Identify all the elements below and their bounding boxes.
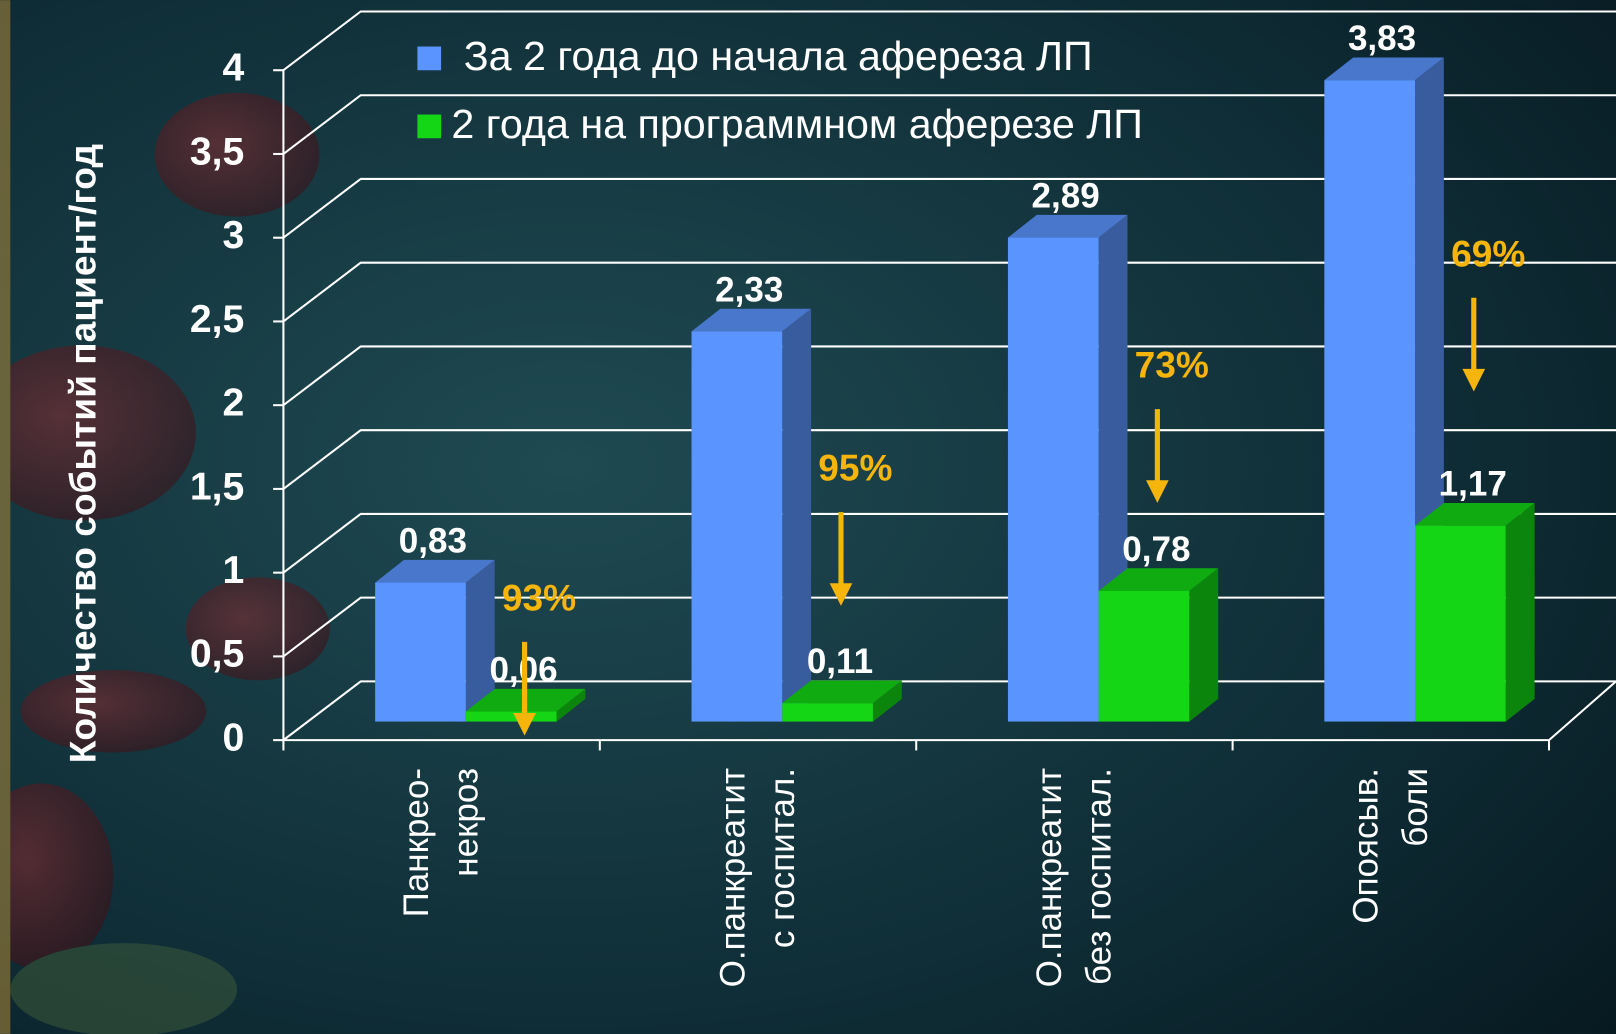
bar (782, 703, 873, 721)
bar (1008, 238, 1099, 722)
x-tick-label: Панкрео- (397, 768, 436, 917)
bar (1324, 80, 1415, 721)
y-tick-label: 3,5 (190, 130, 244, 173)
value-label: 1,17 (1439, 465, 1507, 504)
bar (692, 331, 783, 721)
value-label: 0,11 (807, 642, 873, 681)
y-tick-label: 3 (222, 214, 244, 257)
bar (375, 583, 466, 722)
reduction-label: 95% (818, 447, 892, 489)
reduction-label: 73% (1135, 344, 1209, 386)
x-tick-label: Опоясыв. (1346, 768, 1385, 924)
legend-swatch (417, 115, 441, 139)
legend-label: За 2 года до начала афереза ЛП (464, 33, 1093, 79)
value-label: 2,89 (1032, 177, 1100, 216)
chart: Количество событий пациент/год 0 0,5 1 1,5 2… (0, 0, 1616, 1034)
y-axis-title: Количество событий пациент/год (61, 144, 103, 763)
bar-side (1189, 568, 1218, 721)
value-label: 2,33 (715, 270, 783, 309)
reduction-label: 93% (502, 576, 576, 618)
x-tick-label: некроз (447, 768, 486, 877)
value-label: 3,83 (1348, 19, 1416, 58)
y-tick-label: 1 (222, 549, 244, 592)
value-label: 0,83 (399, 522, 467, 561)
y-tick-label: 2 (222, 382, 244, 425)
y-tick-label: 0,5 (190, 633, 244, 676)
x-tick-label: с госпитал. (763, 768, 802, 948)
bar (1415, 526, 1506, 722)
bar (1099, 591, 1190, 722)
legend-swatch (417, 47, 441, 71)
y-tick-label: 0 (222, 716, 244, 759)
x-tick-label: боли (1396, 768, 1435, 847)
x-tick-label: О.панкреатит (1030, 768, 1069, 987)
y-tick-label: 1,5 (190, 465, 244, 508)
y-tick-label: 4 (222, 47, 244, 90)
x-tick-label: О.панкреатит (714, 768, 753, 987)
bar-side (1506, 503, 1535, 722)
bar (466, 712, 557, 722)
legend-label: 2 года на программном аферезе ЛП (451, 101, 1142, 147)
reduction-label: 69% (1451, 232, 1525, 274)
value-label: 0,78 (1122, 530, 1190, 569)
y-tick-label: 2,5 (190, 298, 244, 341)
x-tick-label: без госпитал. (1079, 768, 1118, 985)
